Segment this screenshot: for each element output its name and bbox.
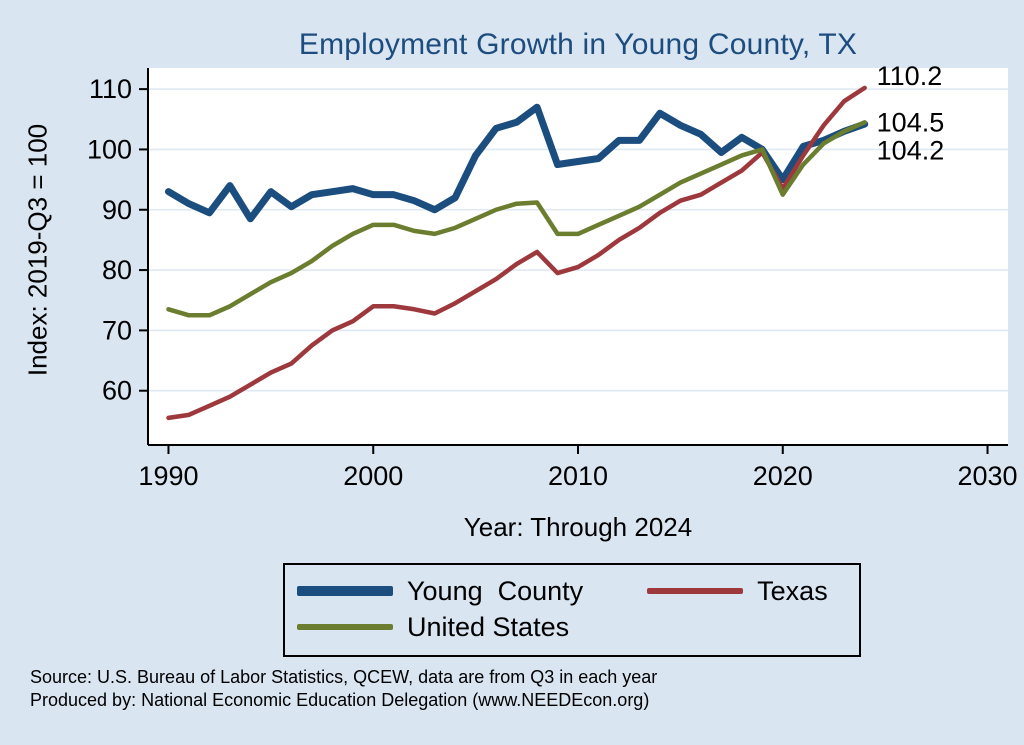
series-line-texas — [166, 85, 867, 421]
y-tick-label: 70 — [102, 315, 132, 345]
source-note: Source: U.S. Bureau of Labor Statistics,… — [30, 666, 657, 712]
x-tick-label: 2000 — [343, 461, 403, 491]
x-tick-label: 1990 — [138, 461, 198, 491]
x-tick-label: 2020 — [753, 461, 813, 491]
produced-line: Produced by: National Economic Education… — [30, 690, 650, 710]
x-axis-title: Year: Through 2024 — [463, 512, 693, 542]
y-tick-label: 100 — [87, 134, 132, 164]
legend: Young County Texas United States — [283, 563, 861, 657]
y-tick-label: 80 — [102, 255, 132, 285]
source-line: Source: U.S. Bureau of Labor Statistics,… — [30, 667, 658, 687]
united-states-line-swatch — [297, 624, 393, 630]
chart-title: Employment Growth in Young County, TX — [298, 28, 858, 61]
end-label-united-states: 104.5 — [877, 107, 945, 137]
legend-label-texas: Texas — [757, 575, 828, 606]
texas-line-swatch — [647, 588, 744, 594]
x-tick-label: 2030 — [957, 461, 1017, 491]
legend-item-young-county: Young County — [285, 574, 583, 608]
y-tick-label: 60 — [102, 376, 132, 406]
legend-item-united-states: United States — [285, 610, 583, 644]
y-tick-label: 110 — [89, 74, 132, 104]
legend-item-texas: Texas — [583, 574, 859, 608]
series-line-young-county — [164, 103, 869, 223]
plot-background — [148, 68, 1008, 445]
end-label-young-county: 104.2 — [877, 135, 945, 165]
legend-label-young-county: Young County — [407, 575, 584, 606]
x-tick-label: 2010 — [548, 461, 608, 491]
end-label-texas: 110.2 — [877, 61, 943, 91]
young-county-line-swatch — [297, 586, 393, 596]
plot-area: 60 70 80 90 100 110 1990 2000 2010 2020 2030 110.2 1… — [87, 61, 1018, 491]
series-line-united-states — [166, 120, 867, 318]
legend-label-united-states: United States — [407, 611, 570, 642]
y-tick-label: 90 — [102, 195, 132, 225]
